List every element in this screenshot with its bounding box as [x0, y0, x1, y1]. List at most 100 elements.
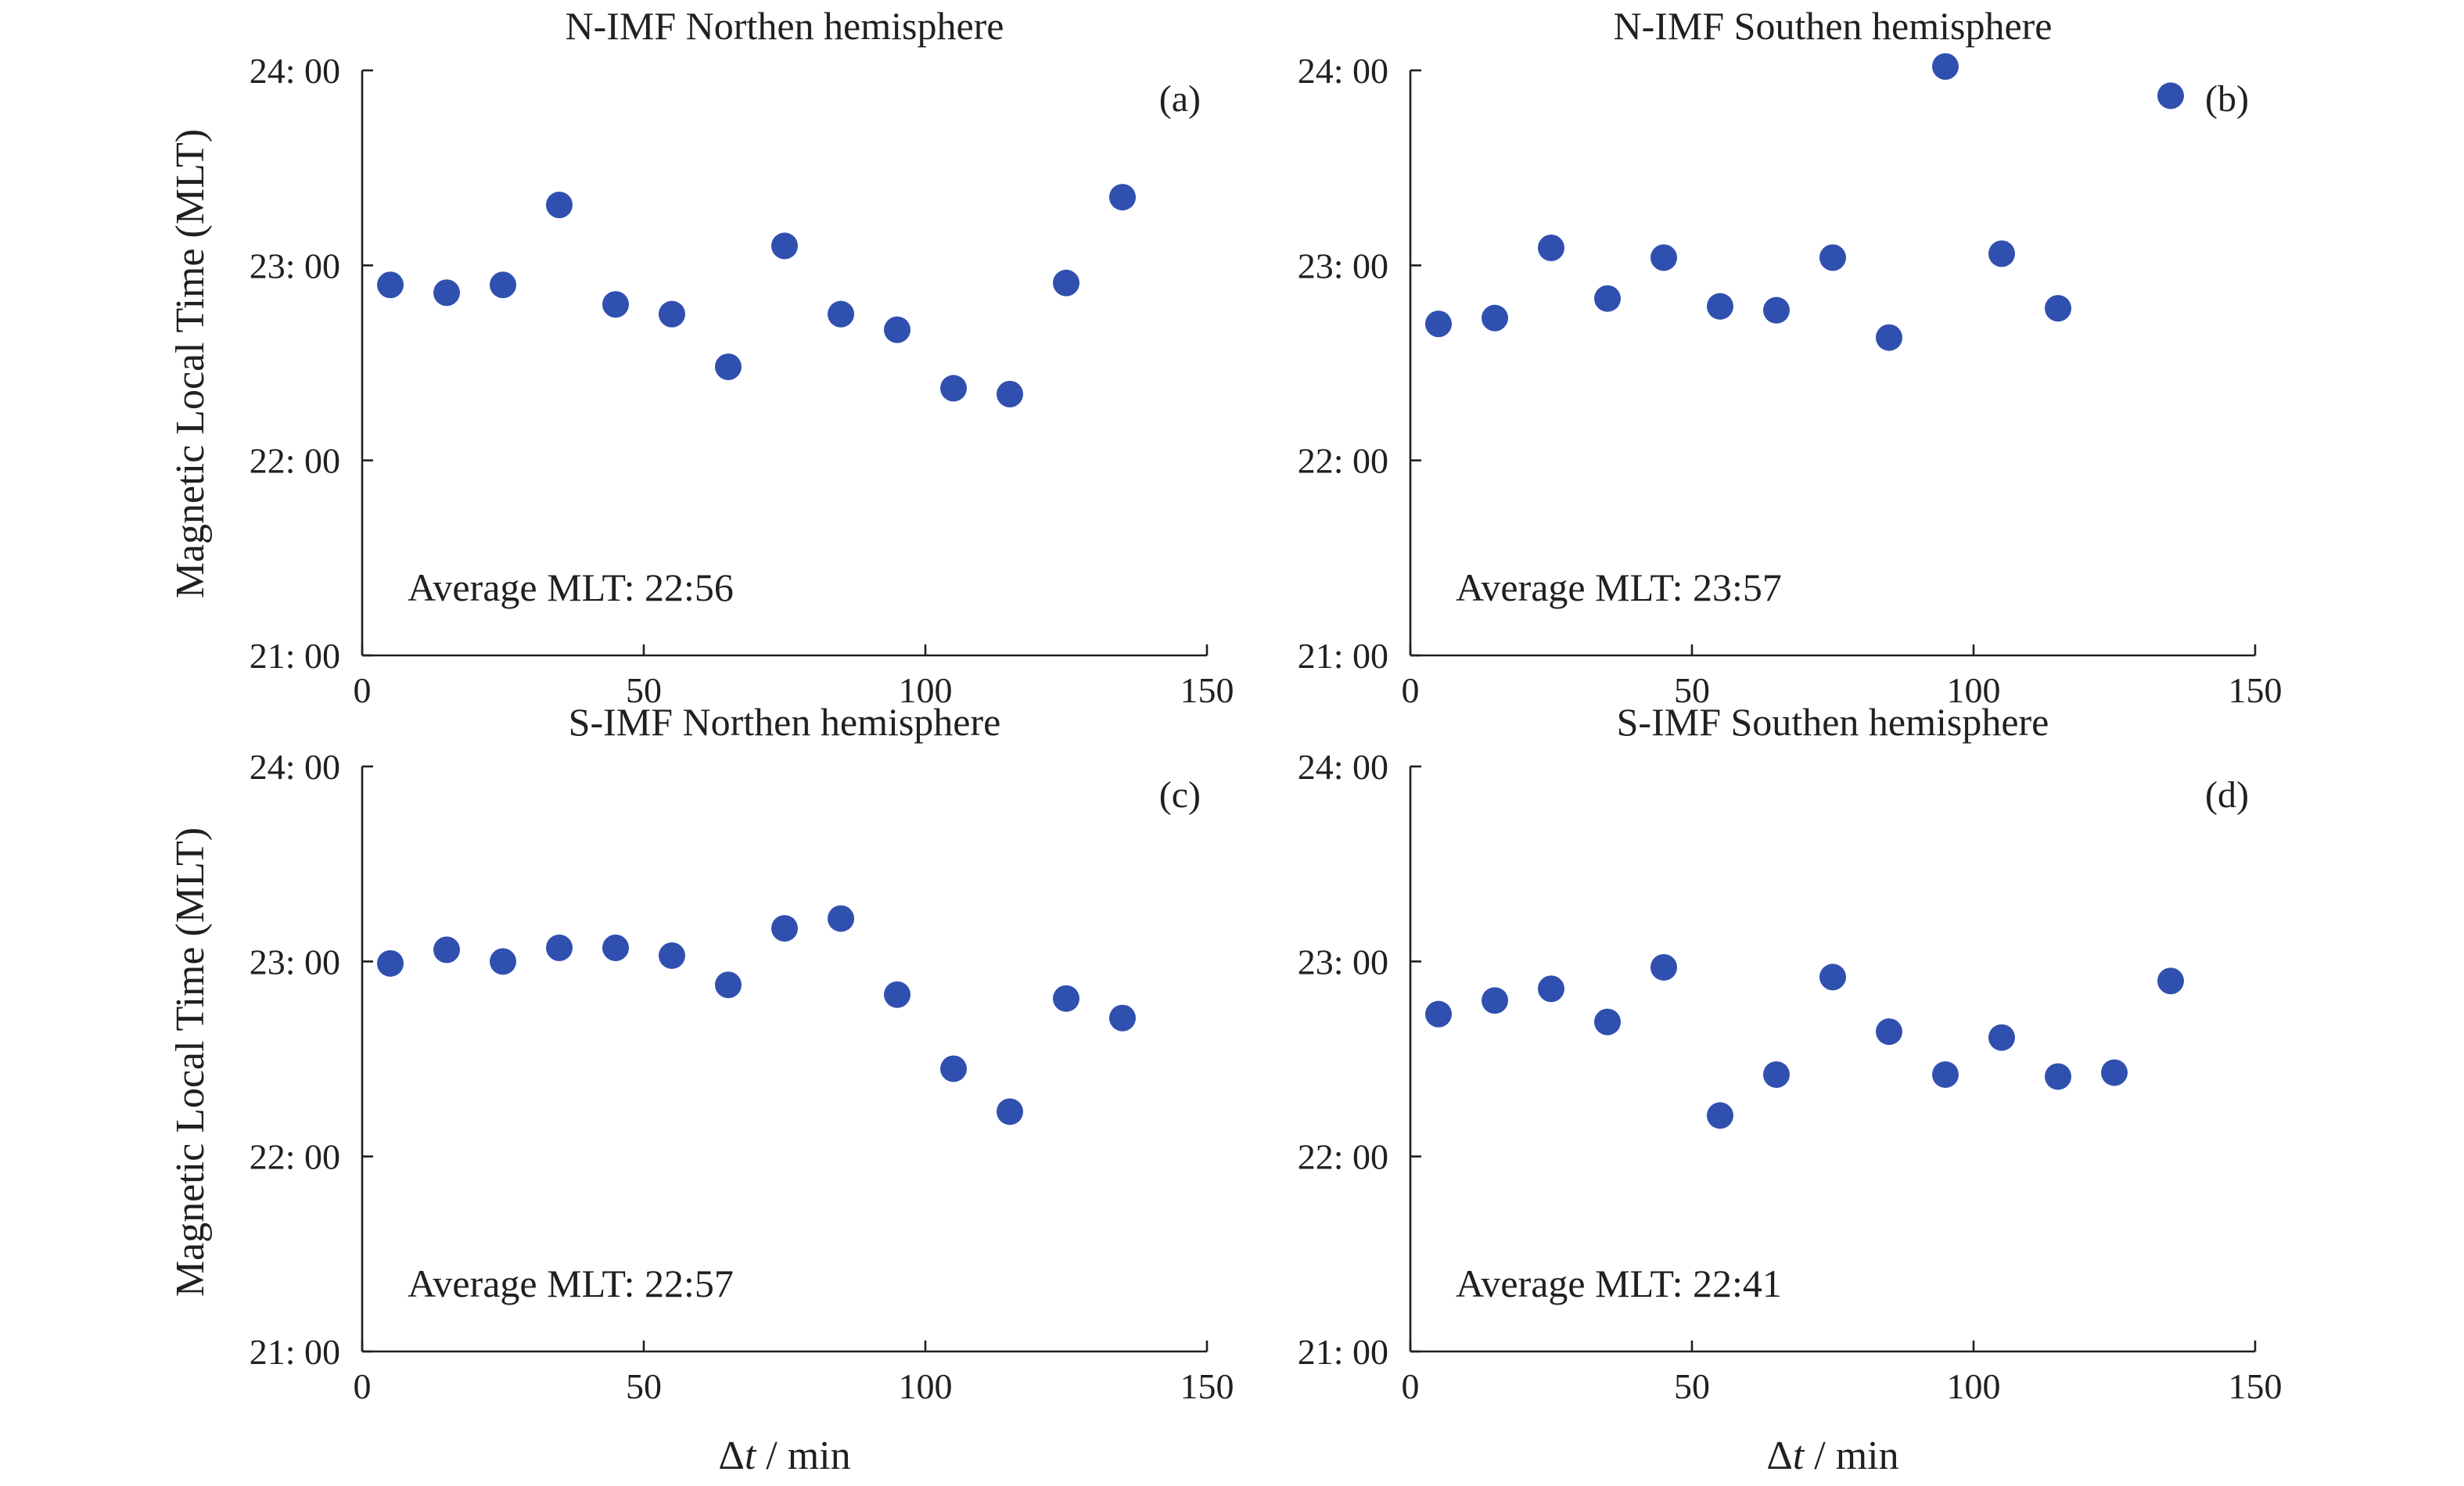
x-axis-title-symbol: Δ [718, 1434, 744, 1478]
x-tick-label: 0 [354, 1366, 372, 1406]
data-point [1425, 1000, 1452, 1028]
x-axis-title-symbol: Δ [1766, 1434, 1792, 1478]
x-tick-label: 50 [626, 670, 662, 710]
panel-label: (d) [2205, 774, 2249, 816]
x-tick-label: 150 [2229, 670, 2283, 710]
data-point [1707, 1102, 1733, 1129]
x-axis-title-unit: / min [1804, 1434, 1898, 1478]
data-point [490, 271, 516, 299]
data-point [1763, 1061, 1790, 1088]
x-axis-title-right: Δt / min [1766, 1434, 1898, 1478]
x-tick-label: 150 [2229, 1366, 2283, 1406]
x-tick-label: 100 [1947, 670, 2001, 710]
data-point [433, 936, 460, 964]
data-point [1988, 240, 2015, 267]
x-axis-title-variable: t [745, 1434, 757, 1478]
x-tick-label: 50 [626, 1366, 662, 1406]
y-tick-label: 22: 00 [250, 1137, 340, 1177]
x-tick-label: 100 [1947, 1366, 2001, 1406]
data-point [1109, 184, 1136, 211]
y-tick-label: 21: 00 [1298, 1332, 1388, 1372]
average-mlt-annotation: Average MLT: 22:56 [408, 565, 734, 609]
y-tick-label: 24: 00 [1298, 747, 1388, 787]
panel-label: (b) [2205, 78, 2249, 120]
data-point [1053, 985, 1079, 1012]
panel-title: N-IMF Northen hemisphere [566, 4, 1004, 48]
data-point [377, 271, 404, 299]
data-point [1876, 1018, 1902, 1046]
data-point [546, 192, 573, 219]
data-point [1932, 53, 1959, 81]
y-tick-label: 23: 00 [1298, 942, 1388, 982]
panel-b: 0 50 100 150 21: 00 22: 00 23: 00 24: 00 N-IMF S… [1298, 4, 2283, 710]
data-point [1988, 1024, 2015, 1051]
data-point [997, 380, 1023, 407]
data-point [715, 353, 742, 380]
data-point [433, 279, 460, 307]
data-point [546, 934, 573, 961]
data-point [2157, 82, 2184, 109]
y-tick-label: 23: 00 [250, 942, 340, 982]
panel-d: 0 50 100 150 21: 00 22: 00 23: 00 24: 00 S-IMF S… [1298, 700, 2283, 1406]
x-axis-title-left: Δt / min [718, 1434, 850, 1478]
y-axis-title-bottom: Magnetic Local Time (MLT) [168, 827, 213, 1297]
average-mlt-annotation: Average MLT: 22:41 [1456, 1262, 1782, 1305]
y-tick-label: 22: 00 [1298, 441, 1388, 481]
data-point [659, 300, 685, 328]
x-tick-label: 150 [1180, 1366, 1234, 1406]
x-axis-title-unit: / min [756, 1434, 850, 1478]
panel-title: S-IMF Northen hemisphere [569, 700, 1001, 744]
data-point [1876, 324, 1902, 351]
data-point [1819, 964, 1846, 991]
data-point [1109, 1004, 1136, 1032]
data-point [1482, 304, 1508, 332]
data-point [1594, 285, 1621, 312]
data-point [771, 914, 798, 942]
panel-title: N-IMF Southen hemisphere [1613, 4, 2052, 48]
x-tick-label: 0 [354, 670, 372, 710]
y-axis-title-top: Magnetic Local Time (MLT) [168, 129, 213, 598]
data-point [940, 375, 967, 402]
y-tick-label: 23: 00 [250, 246, 340, 285]
panel-title: S-IMF Southen hemisphere [1617, 700, 2049, 744]
data-point [1932, 1061, 1959, 1088]
data-point [828, 905, 854, 932]
data-point [997, 1098, 1023, 1125]
average-mlt-annotation: Average MLT: 22:57 [408, 1262, 734, 1305]
data-point [1650, 953, 1677, 981]
data-point [659, 942, 685, 969]
y-tick-label: 21: 00 [250, 636, 340, 676]
data-point [828, 300, 854, 328]
panel-a: 0 50 100 150 21: 00 22: 00 23: 00 24: 00 N-IMF N… [250, 4, 1234, 710]
data-point [1538, 234, 1564, 261]
data-point [2101, 1059, 2128, 1086]
data-point [1538, 975, 1564, 1003]
data-point [2045, 295, 2071, 322]
y-tick-label: 24: 00 [250, 747, 340, 787]
x-tick-label: 0 [1402, 670, 1420, 710]
data-point [1053, 269, 1079, 296]
y-tick-label: 23: 00 [1298, 246, 1388, 285]
data-point [1763, 296, 1790, 324]
y-tick-label: 21: 00 [250, 1332, 340, 1372]
data-point [715, 971, 742, 999]
data-point [1425, 310, 1452, 338]
data-point [1650, 244, 1677, 271]
x-tick-label: 100 [899, 670, 953, 710]
data-point [1482, 987, 1508, 1014]
x-tick-label: 100 [899, 1366, 953, 1406]
data-point [490, 948, 516, 975]
panel-label: (a) [1159, 78, 1201, 120]
data-point [377, 949, 404, 977]
data-point [884, 981, 911, 1008]
y-tick-label: 22: 00 [250, 441, 340, 481]
data-point [771, 232, 798, 260]
x-axis-title-variable: t [1793, 1434, 1805, 1478]
y-tick-label: 24: 00 [250, 51, 340, 91]
data-point [940, 1055, 967, 1082]
data-point [602, 934, 629, 961]
x-tick-label: 0 [1402, 1366, 1420, 1406]
average-mlt-annotation: Average MLT: 23:57 [1456, 565, 1782, 609]
data-point [602, 291, 629, 318]
